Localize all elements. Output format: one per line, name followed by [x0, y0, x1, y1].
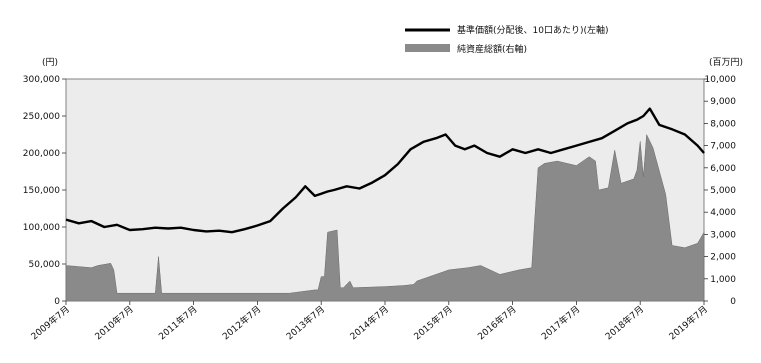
x-tick-label: 2013年7月 [284, 303, 327, 342]
left-tick-label: 150,000 [23, 186, 60, 196]
x-tick-label: 2011年7月 [156, 303, 199, 342]
left-tick-label: 0 [54, 297, 60, 307]
left-tick-label: 200,000 [23, 149, 60, 159]
left-axis-ticks: 300,000 250,000 200,000 150,000 100,000 50,00… [23, 75, 66, 307]
nav-line [65, 107, 705, 234]
x-tick-label: 2009年7月 [28, 303, 71, 342]
net-assets-area-layer [65, 133, 705, 302]
right-tick-label: 5,000 [710, 186, 736, 196]
nav-line-layer [65, 107, 705, 234]
right-tick-label: 3,000 [710, 230, 736, 240]
x-tick-label: 2019年7月 [666, 303, 709, 342]
right-tick-label: 10,000 [705, 75, 737, 85]
x-tick-label: 2017年7月 [539, 303, 582, 342]
right-tick-label: 4,000 [710, 208, 736, 218]
x-tick-label: 2010年7月 [92, 303, 135, 342]
left-tick-label: 100,000 [23, 223, 60, 233]
x-tick-label: 2012年7月 [220, 303, 263, 342]
x-tick-label: 2018年7月 [603, 303, 646, 342]
x-tick-label: 2015年7月 [411, 303, 454, 342]
right-tick-label: 2,000 [710, 253, 736, 263]
right-tick-label: 9,000 [710, 97, 736, 107]
legend-swatch-assets [405, 44, 450, 52]
x-axis-ticks: 2009年7月 2010年7月 2011年7月 2012年7月 2013年7月 2014年… [28, 301, 710, 342]
right-axis-ticks: 10,000 9,000 8,000 7,000 6,000 5,000 4,000 3,00… [704, 75, 736, 307]
left-tick-label: 300,000 [23, 75, 60, 85]
right-tick-label: 8,000 [710, 119, 736, 129]
x-tick-label: 2016年7月 [475, 303, 518, 342]
left-tick-label: 250,000 [23, 112, 60, 122]
legend-label-assets: 純資産総額(右軸) [457, 43, 527, 55]
right-tick-label: 0 [730, 297, 736, 307]
right-tick-label: 6,000 [710, 164, 736, 174]
legend: 基準価額(分配後、10口あたり)(左軸) 純資産総額(右軸) [405, 24, 609, 55]
left-axis-unit: (円) [42, 57, 58, 68]
left-tick-label: 50,000 [29, 260, 61, 270]
right-tick-label: 7,000 [710, 142, 736, 152]
x-tick-label: 2014年7月 [347, 303, 390, 342]
net-assets-area [65, 133, 705, 302]
right-tick-label: 1,000 [710, 275, 736, 285]
legend-label-nav: 基準価額(分配後、10口あたり)(左軸) [457, 24, 609, 36]
right-axis-unit: (百万円) [709, 57, 743, 68]
